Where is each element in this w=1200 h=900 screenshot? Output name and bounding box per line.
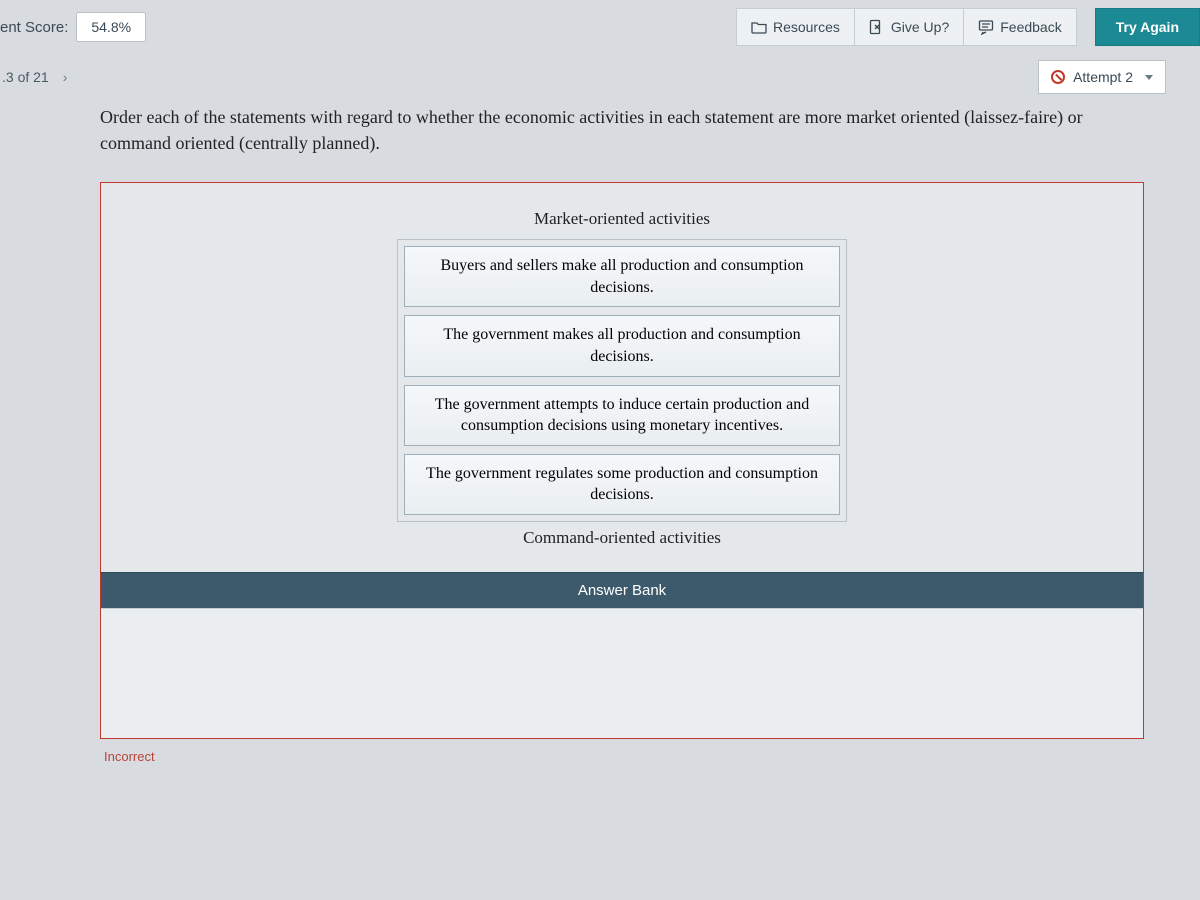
- rank-card[interactable]: The government attempts to induce certai…: [404, 385, 840, 446]
- resources-button[interactable]: Resources: [736, 8, 855, 46]
- question-position: .3 of 21: [2, 69, 49, 85]
- axis-top-label: Market-oriented activities: [534, 209, 710, 229]
- answer-bank-header: Answer Bank: [101, 572, 1143, 608]
- question-prompt: Order each of the statements with regard…: [100, 104, 1144, 156]
- chevron-down-icon: [1145, 75, 1153, 80]
- prohibited-icon: [1051, 70, 1065, 84]
- next-question-chevron-icon[interactable]: ›: [59, 67, 72, 87]
- rank-card[interactable]: The government makes all production and …: [404, 315, 840, 376]
- try-again-button[interactable]: Try Again: [1095, 8, 1200, 46]
- rank-card[interactable]: Buyers and sellers make all production a…: [404, 246, 840, 307]
- feedback-button[interactable]: Feedback: [963, 8, 1076, 46]
- folder-icon: [751, 20, 767, 34]
- question-content: Order each of the statements with regard…: [100, 104, 1144, 739]
- work-area: Market-oriented activities Buyers and se…: [100, 182, 1144, 739]
- axis-bottom-label: Command-oriented activities: [523, 528, 721, 548]
- toolbar-right: Resources Give Up? Feedback Try Again: [736, 8, 1200, 46]
- status-incorrect: Incorrect: [0, 739, 1200, 764]
- feedback-icon: [978, 19, 994, 35]
- score-value: 54.8%: [76, 12, 146, 42]
- exit-icon: [869, 19, 885, 35]
- give-up-button[interactable]: Give Up?: [854, 8, 964, 46]
- try-again-label: Try Again: [1116, 19, 1179, 35]
- rank-card[interactable]: The government regulates some production…: [404, 454, 840, 515]
- ranking-zone: Market-oriented activities Buyers and se…: [101, 183, 1143, 572]
- question-nav: .3 of 21 ›: [0, 67, 71, 87]
- answer-bank[interactable]: [101, 608, 1143, 738]
- give-up-label: Give Up?: [891, 19, 949, 35]
- score-label: ent Score:: [0, 13, 76, 42]
- resources-label: Resources: [773, 19, 840, 35]
- drop-stack[interactable]: Buyers and sellers make all production a…: [397, 239, 847, 522]
- top-toolbar: ent Score: 54.8% Resources Give Up? Feed…: [0, 0, 1200, 52]
- feedback-label: Feedback: [1000, 19, 1061, 35]
- attempt-dropdown[interactable]: Attempt 2: [1038, 60, 1166, 94]
- attempt-label: Attempt 2: [1073, 69, 1133, 85]
- sub-toolbar: .3 of 21 › Attempt 2: [0, 52, 1200, 104]
